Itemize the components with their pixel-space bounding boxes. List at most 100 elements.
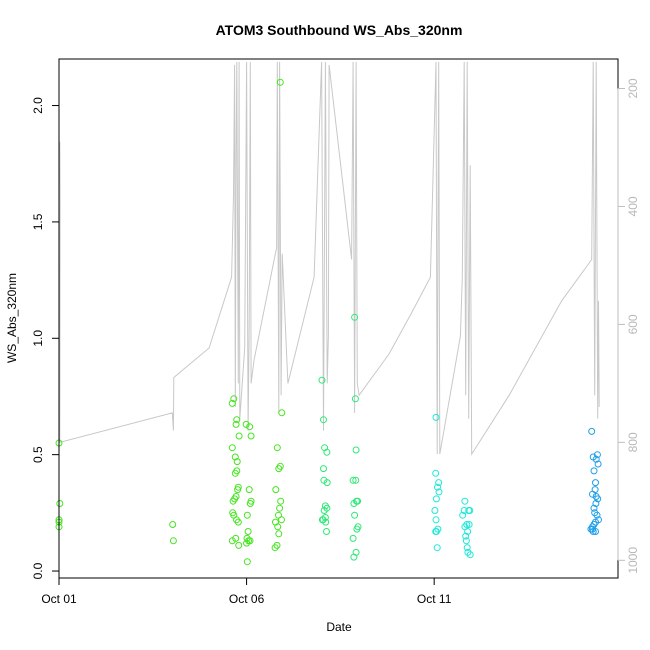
data-point <box>169 537 177 545</box>
data-point <box>590 467 598 475</box>
data-point <box>594 495 602 503</box>
data-point <box>589 528 597 535</box>
data-point <box>320 476 328 484</box>
y-tick-label: 0.5 <box>31 446 45 463</box>
data-point <box>593 511 601 519</box>
data-point <box>276 78 284 86</box>
data-point <box>323 528 330 535</box>
data-point <box>243 539 251 547</box>
data-point <box>56 500 64 507</box>
data-point <box>244 528 252 535</box>
data-point <box>233 416 241 424</box>
data-point <box>228 399 236 407</box>
data-point <box>246 500 254 507</box>
data-point <box>276 504 284 512</box>
data-point <box>274 523 282 531</box>
y-axis: 0.0 0.5 1.0 1.5 2.0 <box>31 97 60 579</box>
y-axis-label: WS_Abs_320nm <box>5 273 19 363</box>
data-point <box>432 413 440 421</box>
x-tick-label: Oct 06 <box>229 592 265 606</box>
data-point <box>318 376 326 384</box>
data-point <box>228 537 236 545</box>
data-point <box>459 511 467 519</box>
secondary-series-line <box>58 61 600 456</box>
data-point <box>272 486 280 494</box>
data-point <box>245 486 253 494</box>
data-point <box>594 460 602 468</box>
data-point <box>278 516 285 524</box>
data-points <box>55 78 602 566</box>
y-tick-label: 2.0 <box>31 97 45 114</box>
data-point <box>592 500 600 507</box>
data-point <box>247 432 255 440</box>
data-point <box>352 476 360 484</box>
data-point <box>354 497 362 505</box>
data-point <box>463 544 471 552</box>
y-tick-label: 1.5 <box>31 213 45 230</box>
data-point <box>432 469 440 477</box>
data-point <box>466 551 474 559</box>
data-point <box>229 497 237 505</box>
data-point <box>431 507 439 514</box>
data-point <box>349 476 357 484</box>
data-point <box>432 495 440 503</box>
data-point <box>350 500 358 507</box>
data-point <box>273 541 281 549</box>
data-point <box>462 537 470 545</box>
secondary-y-axis: 200 400 600 800 1000 <box>617 78 640 574</box>
data-point <box>435 479 443 487</box>
secondary-y-tick-label: 400 <box>626 196 640 216</box>
secondary-y-tick-label: 600 <box>626 314 640 334</box>
plot-area-border <box>58 58 619 579</box>
chart-title: ATOM3 Southbound WS_Abs_320nm <box>216 22 463 38</box>
data-point <box>464 548 472 556</box>
data-point <box>590 504 598 512</box>
data-point <box>277 497 285 505</box>
secondary-series-lines <box>58 61 600 456</box>
data-point <box>273 444 281 452</box>
x-axis: Oct 01 Oct 06 Oct 11 <box>41 577 452 606</box>
data-point <box>352 446 360 454</box>
y-tick-label: 1.0 <box>31 330 45 347</box>
data-point <box>351 511 359 519</box>
data-point <box>275 465 283 473</box>
data-point <box>433 544 441 552</box>
data-point <box>319 516 327 524</box>
data-point <box>466 507 474 514</box>
data-point <box>235 432 243 440</box>
data-point <box>353 525 361 533</box>
secondary-y-tick-label: 800 <box>626 432 640 452</box>
data-point <box>589 523 596 531</box>
data-point <box>320 465 327 473</box>
data-point <box>231 469 239 477</box>
data-point <box>432 528 440 535</box>
x-axis-label: Date <box>326 620 352 634</box>
data-point <box>233 458 241 466</box>
data-point <box>230 395 238 403</box>
data-point <box>323 448 331 456</box>
data-point <box>463 521 471 528</box>
data-point <box>320 416 327 424</box>
data-point <box>234 518 242 526</box>
data-point <box>234 486 242 494</box>
data-point <box>271 544 279 552</box>
data-point <box>232 420 240 428</box>
data-point <box>592 455 600 463</box>
data-point <box>350 553 358 561</box>
data-point <box>233 516 240 524</box>
y-tick-label: 0.0 <box>31 562 45 579</box>
data-point <box>228 444 236 452</box>
data-point <box>589 490 596 498</box>
data-point <box>351 395 359 403</box>
data-point <box>169 521 177 528</box>
data-point <box>434 483 441 491</box>
data-point <box>461 497 469 505</box>
data-point <box>278 409 286 417</box>
data-point <box>243 511 251 519</box>
data-point <box>465 521 473 528</box>
secondary-y-tick-label: 200 <box>626 78 640 98</box>
data-point <box>464 528 472 535</box>
data-point <box>349 534 357 542</box>
data-point <box>235 541 243 549</box>
